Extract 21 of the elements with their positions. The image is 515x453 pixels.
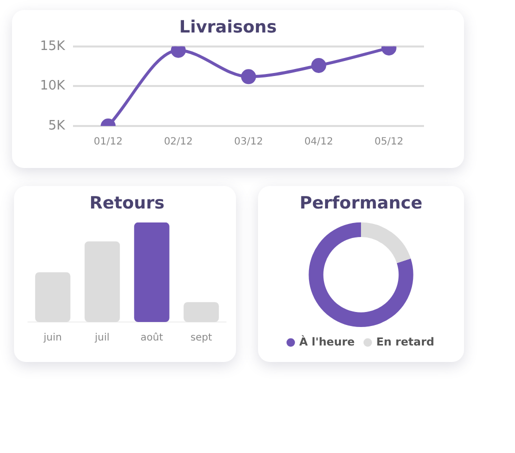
x-tick-label: sept xyxy=(190,332,212,344)
bar xyxy=(184,302,219,322)
x-tick-label: juil xyxy=(94,332,110,344)
legend-label: En retard xyxy=(376,335,434,348)
bar xyxy=(35,272,70,322)
x-tick-label: juin xyxy=(42,332,62,344)
x-tick-label: 05/12 xyxy=(374,136,404,148)
x-tick-label: 02/12 xyxy=(164,136,193,148)
bar xyxy=(84,241,120,322)
y-tick-label: 5K xyxy=(48,118,66,134)
chart-title: Performance xyxy=(300,194,422,214)
chart-title: Livraisons xyxy=(179,18,277,38)
y-tick-label: 10K xyxy=(40,78,66,94)
chart-title: Retours xyxy=(89,194,165,214)
x-tick-label: août xyxy=(140,332,164,344)
x-tick-label: 04/12 xyxy=(304,136,334,148)
bar xyxy=(134,222,170,322)
legend-label: À l'heure xyxy=(299,334,355,348)
x-tick-label: 01/12 xyxy=(94,136,123,148)
x-tick-label: 03/12 xyxy=(234,136,263,148)
y-tick-label: 15K xyxy=(40,38,66,54)
